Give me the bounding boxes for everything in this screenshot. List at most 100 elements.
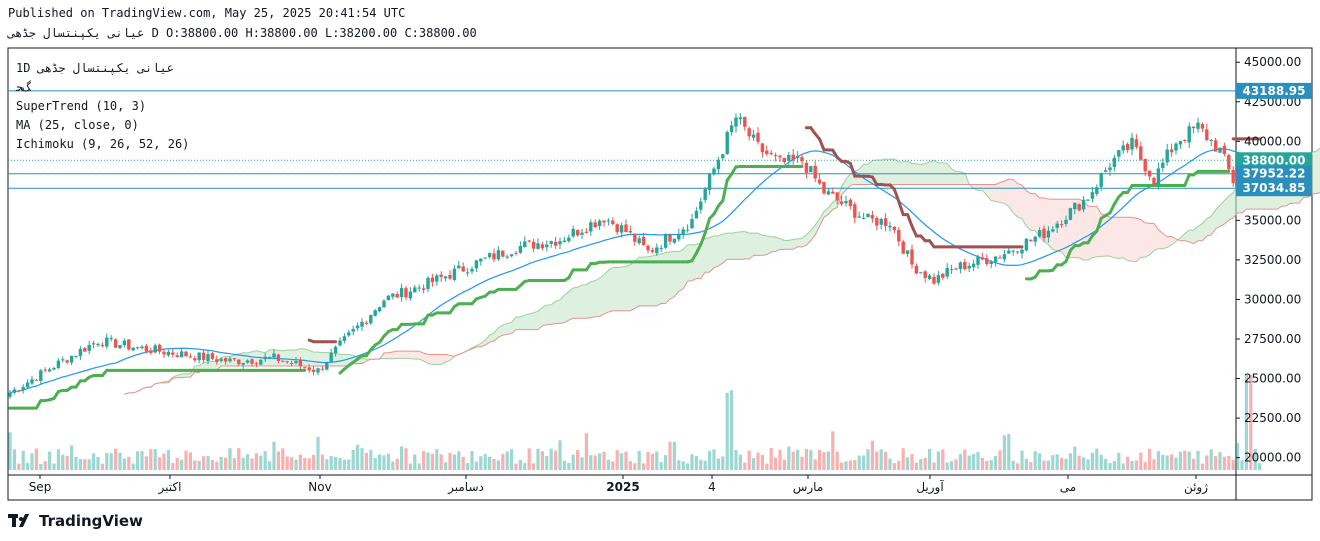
supertrend-segment	[892, 187, 901, 203]
cloud-segment	[753, 233, 758, 256]
volume-bar	[527, 448, 531, 470]
volume-bar	[430, 453, 434, 470]
cloud-segment	[876, 159, 882, 185]
candle-body	[514, 252, 518, 254]
candle-body	[1077, 204, 1081, 211]
volume-bar	[21, 450, 25, 470]
volume-bar	[373, 457, 377, 470]
volume-bar	[395, 458, 399, 470]
volume-bar	[1086, 459, 1090, 470]
candle-body	[219, 358, 223, 361]
cloud-segment	[705, 237, 710, 273]
volume-bar	[743, 462, 747, 470]
cloud-segment	[1057, 199, 1062, 252]
candle-body	[817, 179, 822, 184]
candle-body	[866, 213, 870, 218]
cloud-segment	[898, 161, 904, 185]
candle-body	[316, 368, 320, 373]
volume-bar	[202, 456, 206, 470]
volume-bar	[1143, 462, 1147, 470]
candle-body	[223, 358, 228, 362]
candle-body	[140, 346, 144, 349]
cloud-segment	[282, 350, 288, 367]
volume-bar	[413, 454, 417, 470]
volume-bar	[48, 451, 52, 470]
candle-body	[487, 253, 492, 258]
legend-supertrend[interactable]: SuperTrend (10, 3)	[16, 99, 147, 113]
cloud-segment	[1000, 181, 1005, 204]
volume-bar	[888, 458, 892, 470]
candle-body	[127, 339, 131, 350]
volume-bar	[716, 458, 720, 470]
candle-body	[923, 271, 927, 278]
volume-bar	[752, 458, 756, 470]
volume-bar	[342, 459, 346, 470]
candle-body	[17, 390, 21, 392]
candle-body	[303, 367, 307, 369]
volume-bar	[624, 451, 628, 470]
volume-bar	[699, 459, 703, 470]
volume-bar	[862, 455, 866, 470]
tradingview-logo[interactable]: TradingView	[8, 511, 143, 531]
cloud-segment	[630, 261, 635, 311]
cloud-segment	[859, 164, 864, 185]
volume-bar	[514, 463, 518, 470]
volume-bar	[109, 453, 113, 470]
candle-body	[347, 332, 351, 336]
candle-body	[281, 360, 285, 362]
volume-bar	[954, 459, 958, 470]
volume-bar	[558, 440, 562, 470]
volume-bar	[510, 449, 514, 470]
volume-bar	[804, 448, 808, 470]
volume-bar	[30, 453, 34, 470]
candle-body	[1068, 208, 1073, 220]
cloud-segment	[978, 184, 983, 191]
cloud-segment	[555, 299, 560, 324]
volume-bar	[870, 440, 874, 470]
candle-body	[901, 241, 905, 254]
volume-bar	[206, 455, 210, 470]
volume-bar	[532, 463, 536, 470]
cloud-segment	[960, 171, 965, 185]
cloud-segment	[766, 235, 772, 255]
volume-bar	[936, 451, 940, 470]
candle-body	[413, 287, 417, 293]
cloud-segment	[538, 307, 543, 330]
candle-body	[751, 134, 756, 138]
volume-bar	[488, 456, 492, 470]
candle-body	[888, 225, 892, 228]
candle-body	[245, 360, 250, 363]
candle-body	[681, 229, 685, 236]
candle-body	[201, 352, 206, 360]
volume-bar	[298, 454, 302, 470]
y-tick-label: 20000.00	[1244, 451, 1301, 465]
legend-ichimoku[interactable]: Ichimoku (9, 26, 52, 26)	[16, 137, 190, 151]
cloud-segment	[498, 325, 503, 338]
cloud-segment	[1118, 217, 1124, 259]
candle-body	[927, 275, 932, 279]
candle-body	[659, 247, 663, 249]
volume-bar	[320, 454, 324, 470]
candle-body	[897, 230, 901, 242]
candle-body	[391, 293, 395, 297]
volume-bar	[39, 463, 43, 470]
volume-bar	[386, 453, 390, 470]
volume-bar	[1108, 463, 1112, 470]
volume-bar	[642, 463, 646, 470]
candle-body	[1121, 145, 1125, 151]
candle-body	[360, 321, 364, 327]
candle-body	[197, 352, 201, 361]
candle-body	[100, 345, 105, 347]
candle-body	[1165, 149, 1169, 163]
cloud-segment	[863, 164, 868, 185]
volume-bar	[400, 446, 404, 470]
candle-body	[250, 359, 254, 364]
volume-bar	[518, 459, 522, 470]
volume-bar	[166, 449, 170, 470]
volume-bar	[246, 454, 250, 470]
legend-ma[interactable]: MA (25, close, 0)	[16, 118, 139, 132]
volume-bar	[1007, 433, 1011, 470]
cloud-segment	[665, 252, 670, 304]
cloud-segment	[1074, 199, 1080, 258]
